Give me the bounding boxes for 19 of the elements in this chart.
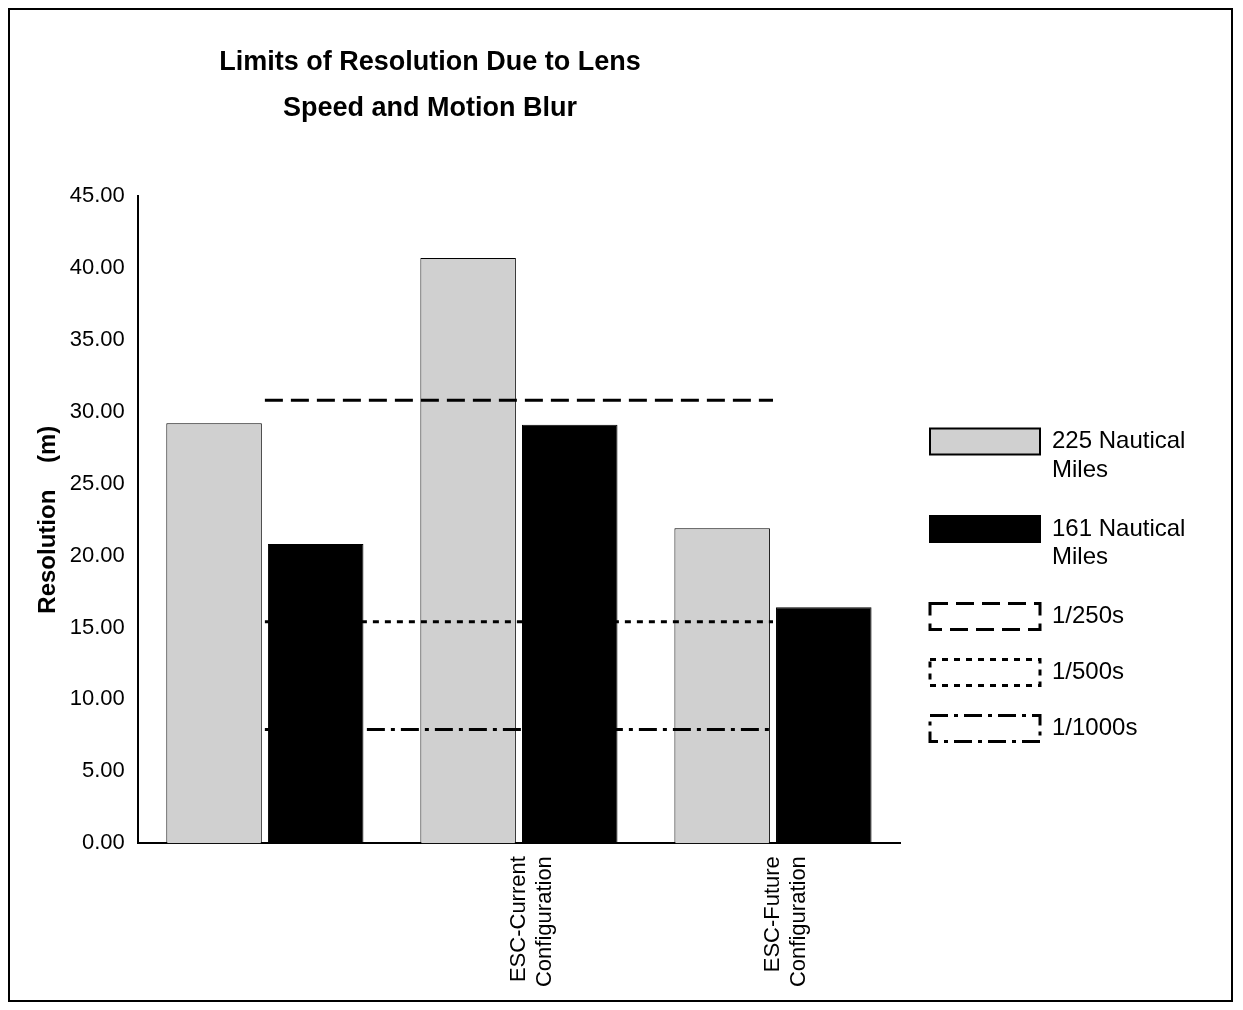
y-tick-label: 45.00 [69, 182, 125, 208]
y-tick-label: 20.00 [69, 541, 125, 567]
y-tick-label: 35.00 [69, 326, 125, 352]
legend-label: 1/500s [1052, 657, 1125, 685]
legend-label: 1/1000s [1052, 713, 1138, 741]
y-tick-label: 40.00 [69, 254, 125, 280]
y-tick-label: 15.00 [69, 613, 125, 639]
y-tick-label: 10.00 [69, 685, 125, 711]
x-tick-label: ESC-Future Configuration [759, 856, 811, 988]
chart-title: Limits of Resolution Due to Lens Speed and Motion Blur [218, 45, 642, 124]
legend-label: 161 Nautical Miles [1052, 513, 1186, 570]
legend-label: 1/250s [1052, 601, 1125, 629]
y-tick-label: 0.00 [82, 829, 125, 855]
x-tick-label: ESC-Current Configuration [504, 856, 557, 988]
y-axis-title: Resolution (m) [33, 425, 61, 614]
y-tick-label: 25.00 [69, 469, 125, 495]
y-tick-label: 5.00 [82, 757, 125, 783]
legend-label: 225 Nautical Miles [1052, 426, 1186, 482]
y-tick-label: 30.00 [69, 397, 125, 423]
